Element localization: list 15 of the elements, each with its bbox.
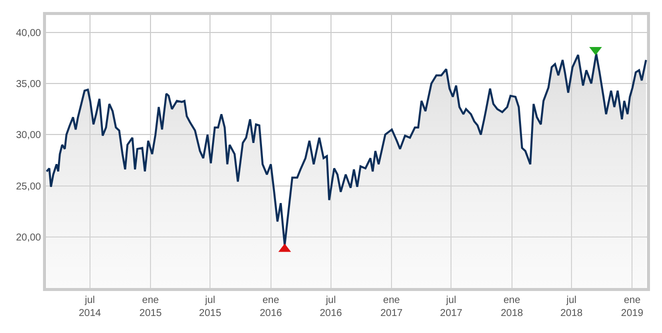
x-tick-label: ene 2015 xyxy=(139,295,162,319)
x-tick-label: jul 2014 xyxy=(78,295,102,319)
y-tick-label: 30,00 xyxy=(16,130,42,142)
x-tick-label: jul 2018 xyxy=(560,295,584,319)
y-tick-label: 25,00 xyxy=(16,181,42,192)
x-tick-label: ene 2018 xyxy=(500,295,524,319)
x-tick-label: ene 2017 xyxy=(380,295,404,319)
x-tick-label: ene 2019 xyxy=(621,295,644,319)
x-tick-label: jul 2017 xyxy=(440,295,463,319)
y-tick-label: 40,00 xyxy=(16,28,42,39)
x-tick-label: ene 2016 xyxy=(260,295,282,319)
x-tick-label: jul 2016 xyxy=(320,295,342,319)
y-tick-label: 20,00 xyxy=(16,232,42,244)
x-tick-label: jul 2015 xyxy=(199,295,222,319)
y-tick-label: 35,00 xyxy=(16,79,42,90)
